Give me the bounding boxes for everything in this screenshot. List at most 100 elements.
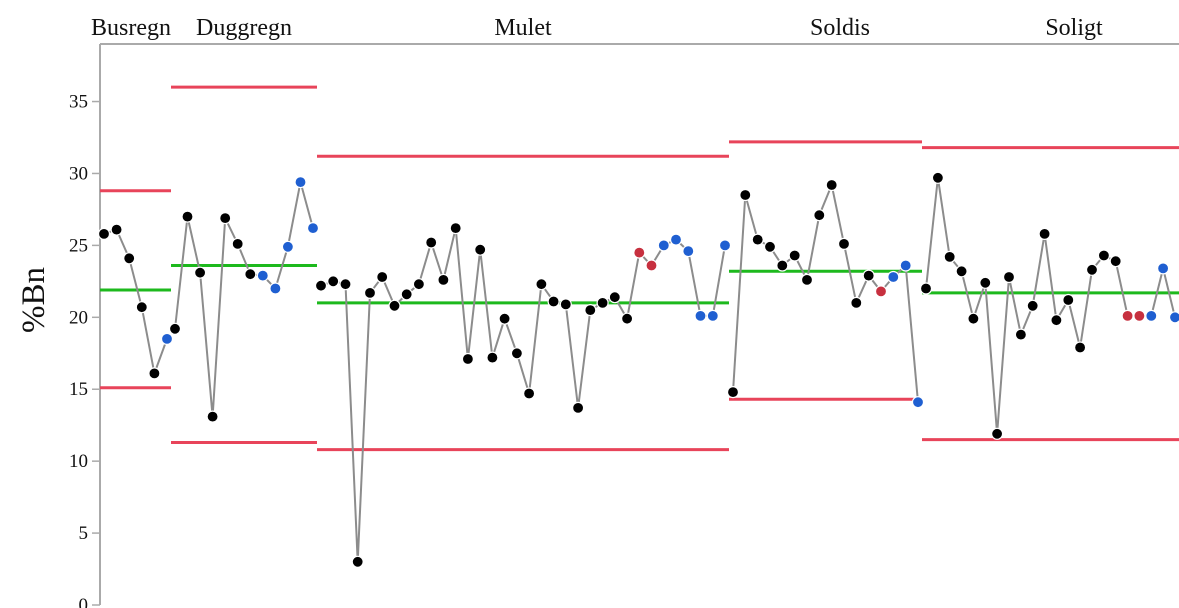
- facet-soldis: Soldis: [726, 15, 925, 409]
- data-point: [825, 178, 838, 192]
- data-point: [645, 259, 658, 272]
- data-point: [547, 295, 560, 308]
- data-point: [718, 239, 732, 252]
- facet-label: Duggregn: [196, 15, 292, 41]
- data-point: [363, 286, 377, 299]
- data-point: [943, 250, 956, 263]
- data-point: [351, 555, 364, 568]
- data-point: [294, 176, 307, 189]
- data-point: [979, 276, 992, 289]
- data-point: [813, 209, 826, 222]
- data-point: [1062, 293, 1075, 307]
- data-point: [874, 285, 888, 298]
- series-line: [174, 181, 314, 417]
- facet-label: Mulet: [494, 15, 552, 41]
- y-axis-label: %Bn: [16, 267, 52, 333]
- data-point: [486, 351, 499, 364]
- data-point: [1097, 249, 1111, 262]
- y-tick-label: 35: [69, 92, 88, 113]
- data-point: [206, 410, 219, 423]
- data-point: [437, 273, 450, 286]
- data-point: [1168, 311, 1179, 324]
- data-point: [739, 188, 752, 202]
- data-point: [1109, 255, 1122, 268]
- data-point: [967, 312, 980, 325]
- data-point: [327, 275, 340, 288]
- data-point: [314, 279, 328, 292]
- facet-label: Busregn: [91, 15, 171, 41]
- data-point: [919, 282, 933, 295]
- series-line: [732, 181, 919, 403]
- data-point: [657, 239, 670, 252]
- data-point: [776, 259, 789, 272]
- data-point: [400, 288, 413, 301]
- y-tick-label: 25: [69, 235, 88, 256]
- y-tick-label: 15: [69, 379, 88, 400]
- data-point: [1121, 309, 1134, 322]
- data-point: [388, 299, 401, 312]
- y-tick-label: 30: [69, 163, 88, 184]
- data-point: [706, 309, 719, 322]
- data-point: [862, 269, 875, 282]
- data-point: [669, 233, 683, 246]
- data-point: [751, 233, 764, 246]
- data-point: [194, 266, 207, 279]
- data-point: [135, 301, 148, 314]
- data-point: [1156, 262, 1170, 275]
- data-point: [763, 240, 777, 253]
- series-line: [925, 177, 1176, 434]
- data-point: [148, 367, 161, 380]
- data-point: [1073, 341, 1087, 354]
- data-point: [1050, 314, 1063, 327]
- data-point: [1026, 299, 1039, 312]
- series-line: [320, 227, 726, 562]
- y-tick-label: 10: [69, 451, 88, 472]
- data-point: [412, 278, 425, 291]
- data-point: [800, 273, 814, 286]
- facet-label: Soligt: [1045, 15, 1103, 41]
- data-point: [244, 268, 257, 281]
- data-point: [726, 386, 740, 399]
- data-point: [620, 312, 634, 325]
- data-point: [682, 245, 695, 258]
- data-point: [837, 237, 851, 250]
- data-point: [181, 210, 194, 223]
- data-point: [608, 291, 621, 304]
- y-axis: 0 5 10 15 20 25 30 35: [69, 43, 1179, 608]
- data-point: [123, 252, 136, 265]
- data-point: [990, 427, 1004, 440]
- data-point: [584, 304, 597, 317]
- data-point: [850, 296, 863, 309]
- data-point: [1014, 328, 1028, 341]
- y-tick-label: 5: [79, 523, 89, 544]
- data-point: [596, 296, 609, 309]
- data-point: [306, 222, 320, 235]
- y-tick-label: 0: [79, 595, 89, 608]
- data-point: [788, 249, 801, 262]
- data-point: [522, 387, 536, 400]
- facet-busregn: Busregn: [91, 15, 174, 390]
- data-point: [1085, 263, 1099, 276]
- y-tick-label: 20: [69, 307, 88, 328]
- facet-label: Soldis: [810, 15, 870, 41]
- data-point: [498, 312, 511, 325]
- data-point: [160, 332, 174, 345]
- facet-duggregn: Duggregn: [168, 15, 320, 444]
- data-point: [559, 298, 572, 311]
- data-point: [376, 270, 389, 284]
- data-point: [339, 278, 352, 291]
- series-line: [103, 228, 168, 378]
- data-point: [899, 259, 912, 272]
- data-point: [1002, 270, 1016, 284]
- data-point: [571, 401, 585, 414]
- data-point: [633, 246, 646, 259]
- data-point: [219, 212, 232, 225]
- data-point: [474, 243, 487, 256]
- data-point: [168, 322, 182, 335]
- data-point: [510, 347, 524, 360]
- facet-mulet: Mulet: [314, 15, 732, 568]
- facet-soligt: Soligt: [919, 15, 1179, 442]
- data-point: [694, 309, 707, 322]
- data-point: [887, 270, 900, 284]
- data-point: [281, 240, 294, 253]
